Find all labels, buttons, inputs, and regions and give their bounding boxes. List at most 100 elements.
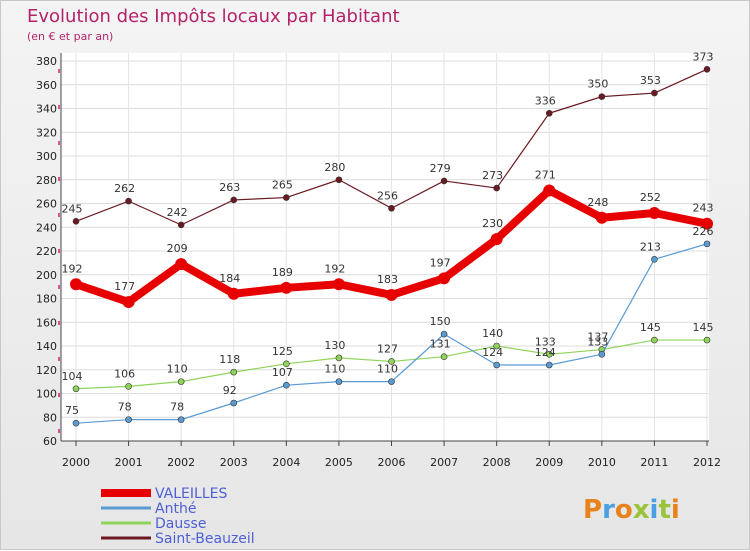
- data-label-saint-beauzeil: 373: [693, 50, 714, 63]
- data-point-anth-: [230, 399, 238, 407]
- logo-letter: o: [615, 495, 633, 525]
- data-label-anth-: 124: [535, 346, 556, 359]
- x-tick-label: 2007: [430, 456, 458, 469]
- data-label-valeilles: 192: [324, 262, 345, 275]
- data-point-saint-beauzeil: [335, 176, 343, 184]
- data-point-saint-beauzeil: [703, 66, 711, 73]
- data-label-saint-beauzeil: 350: [587, 78, 608, 91]
- data-label-dausse: 140: [482, 327, 503, 340]
- y-tick-label: 220: [36, 245, 57, 258]
- data-label-anth-: 78: [170, 401, 184, 414]
- data-point-dausse: [230, 368, 238, 376]
- chart-title: Evolution des Impôts locaux par Habitant: [27, 6, 400, 27]
- data-label-anth-: 110: [377, 363, 398, 376]
- data-label-valeilles: 192: [62, 262, 83, 275]
- data-label-saint-beauzeil: 256: [377, 189, 398, 202]
- plot-area: [61, 53, 709, 441]
- y-tick-label: 360: [36, 79, 57, 92]
- data-label-valeilles: 243: [693, 202, 714, 215]
- data-point-valeilles: [227, 287, 240, 300]
- legend-label-dausse: Dausse: [155, 516, 206, 532]
- y-tick-label: 240: [36, 221, 57, 234]
- data-label-valeilles: 271: [535, 168, 556, 181]
- logo-letter: r: [602, 495, 615, 525]
- data-point-anth-: [72, 419, 80, 427]
- data-point-valeilles: [70, 278, 82, 291]
- x-tick-label: 2004: [272, 456, 300, 469]
- x-tick-label: 2009: [535, 456, 563, 469]
- data-label-anth-: 226: [693, 225, 714, 238]
- data-point-saint-beauzeil: [545, 109, 553, 117]
- series-lines: [70, 66, 713, 427]
- data-label-anth-: 124: [482, 346, 503, 359]
- data-label-anth-: 133: [587, 335, 608, 348]
- y-tick-label: 280: [36, 174, 57, 187]
- data-point-saint-beauzeil: [598, 93, 606, 100]
- data-point-dausse: [177, 378, 185, 385]
- data-label-dausse: 118: [219, 353, 240, 366]
- y-tick-label: 100: [36, 388, 57, 401]
- data-label-valeilles: 184: [219, 272, 240, 285]
- y-tick-label: 380: [36, 55, 57, 68]
- data-point-anth-: [125, 416, 132, 423]
- y-tick-label: 300: [36, 150, 57, 163]
- data-point-dausse: [440, 353, 448, 360]
- data-label-dausse: 125: [272, 345, 293, 358]
- x-tick-label: 2005: [325, 456, 353, 469]
- data-label-dausse: 130: [324, 339, 345, 352]
- data-point-anth-: [703, 240, 711, 248]
- y-tick-label: 260: [36, 198, 57, 211]
- data-point-saint-beauzeil: [177, 221, 185, 229]
- data-point-anth-: [545, 361, 553, 369]
- y-tick-label: 180: [36, 293, 57, 306]
- x-tick-label: 2008: [483, 456, 511, 469]
- data-point-valeilles: [543, 184, 556, 197]
- y-tick-label: 200: [36, 269, 57, 282]
- data-label-anth-: 78: [118, 401, 132, 414]
- data-label-valeilles: 189: [272, 266, 293, 279]
- data-point-valeilles: [701, 217, 713, 230]
- data-point-saint-beauzeil: [72, 218, 80, 225]
- data-point-valeilles: [595, 211, 608, 224]
- data-point-valeilles: [490, 233, 503, 246]
- data-label-dausse: 137: [587, 331, 608, 344]
- data-point-valeilles: [122, 296, 135, 309]
- logo-letter: t: [658, 495, 670, 525]
- data-label-anth-: 150: [430, 315, 451, 328]
- data-point-valeilles: [648, 207, 661, 219]
- data-label-dausse: 104: [62, 370, 83, 383]
- data-point-valeilles: [332, 278, 345, 291]
- y-tick-label: 140: [36, 340, 57, 353]
- axes: 60 80 100 120 140 160 180 200 220 240 260 280 300 320…: [36, 53, 721, 469]
- data-label-valeilles: 230: [482, 217, 503, 230]
- data-label-dausse: 145: [640, 321, 661, 334]
- x-tick-label: 2002: [167, 456, 195, 469]
- logo-text: Proxiti: [583, 495, 680, 525]
- y-tick-label: 340: [36, 103, 57, 116]
- data-point-saint-beauzeil: [388, 204, 395, 212]
- legend-label-saint-beauzeil: Saint-Beauzeil: [155, 531, 255, 547]
- data-point-saint-beauzeil: [651, 89, 658, 97]
- data-label-anth-: 213: [640, 240, 661, 253]
- data-label-dausse: 131: [430, 338, 451, 351]
- logo-letter: i: [650, 495, 659, 525]
- y-tick-label: 80: [43, 411, 57, 424]
- y-tick-label: 120: [36, 364, 57, 377]
- data-point-saint-beauzeil: [125, 197, 132, 205]
- x-tick-label: 2000: [62, 456, 90, 469]
- x-tick-label: 2006: [378, 456, 406, 469]
- data-point-valeilles: [385, 288, 398, 301]
- legend-label-anth-: Anthé: [155, 501, 196, 517]
- data-point-saint-beauzeil: [283, 194, 290, 201]
- x-tick-label: 2011: [640, 456, 668, 469]
- data-label-anth-: 110: [324, 363, 345, 376]
- logo-letter: i: [671, 495, 680, 525]
- data-point-anth-: [177, 416, 185, 423]
- data-point-anth-: [440, 330, 448, 338]
- data-point-valeilles: [438, 272, 451, 285]
- data-label-anth-: 92: [223, 384, 237, 397]
- data-label-saint-beauzeil: 273: [482, 169, 503, 182]
